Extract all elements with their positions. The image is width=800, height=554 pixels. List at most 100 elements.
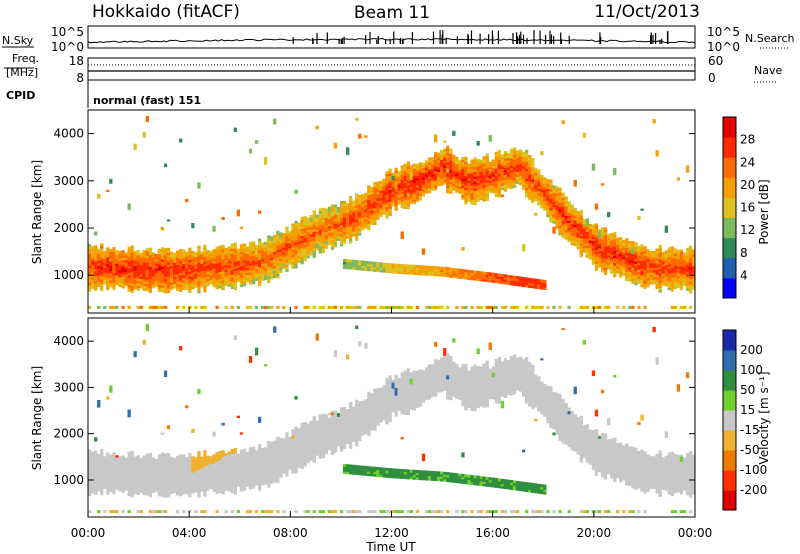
power-cell bbox=[522, 173, 526, 176]
power-cell bbox=[409, 189, 413, 192]
power-cell bbox=[118, 279, 122, 283]
power-cell bbox=[282, 256, 286, 260]
power-cell bbox=[482, 278, 486, 282]
power-cell bbox=[385, 265, 389, 269]
power-cell bbox=[613, 274, 617, 278]
power-cell bbox=[643, 265, 647, 268]
power-cell bbox=[667, 259, 671, 262]
power-cell bbox=[470, 187, 474, 191]
power-cell bbox=[264, 244, 268, 248]
power-cell bbox=[452, 268, 456, 271]
power-cell bbox=[640, 258, 644, 262]
velocity-cell bbox=[230, 465, 234, 468]
power-cell bbox=[355, 219, 359, 223]
power-cell bbox=[173, 283, 177, 287]
power-cell bbox=[676, 177, 681, 181]
power-cell bbox=[330, 305, 335, 309]
power-cell bbox=[491, 185, 495, 189]
power-cell bbox=[397, 266, 401, 270]
power-cell bbox=[139, 273, 143, 277]
power-cell bbox=[619, 258, 623, 262]
power-cell bbox=[288, 240, 292, 244]
power-cell bbox=[491, 171, 495, 175]
power-cell bbox=[315, 228, 319, 232]
power-cell bbox=[157, 277, 162, 281]
power-cell bbox=[97, 305, 101, 309]
power-cell bbox=[364, 192, 368, 196]
velocity-cell bbox=[100, 453, 104, 457]
power-cell bbox=[209, 269, 213, 273]
power-cell bbox=[415, 305, 420, 309]
power-cell bbox=[522, 168, 526, 172]
power-cell bbox=[273, 246, 277, 250]
velocity-cell bbox=[191, 477, 195, 480]
power-cell bbox=[464, 168, 468, 172]
velocity-cell bbox=[94, 464, 98, 468]
power-cell bbox=[561, 228, 565, 231]
power-cell bbox=[479, 278, 483, 282]
power-cell bbox=[473, 174, 477, 177]
power-cell bbox=[531, 176, 535, 180]
velocity-cell bbox=[133, 470, 137, 474]
power-cell bbox=[367, 268, 371, 272]
velocity-cell bbox=[133, 456, 137, 460]
power-cell bbox=[227, 258, 231, 261]
power-cell bbox=[342, 263, 347, 267]
power-cell bbox=[179, 249, 183, 252]
power-cell bbox=[506, 183, 511, 187]
power-cell bbox=[100, 283, 104, 287]
power-cell bbox=[688, 288, 693, 291]
power-cell bbox=[333, 235, 338, 239]
power-cell bbox=[452, 157, 456, 160]
velocity-cell bbox=[203, 482, 207, 486]
power-cell bbox=[209, 251, 213, 254]
power-cell bbox=[270, 264, 274, 268]
power-cell bbox=[470, 272, 474, 276]
power-cell bbox=[546, 207, 550, 211]
power-cell bbox=[385, 187, 389, 191]
power-cell bbox=[321, 219, 325, 223]
velocity-cell bbox=[245, 470, 250, 473]
power-cell bbox=[373, 305, 377, 309]
power-cell bbox=[631, 305, 635, 309]
power-cell bbox=[649, 258, 653, 261]
power-cell bbox=[127, 258, 131, 262]
power-cell bbox=[306, 248, 310, 252]
power-cell bbox=[476, 273, 480, 277]
power-cell bbox=[239, 256, 244, 259]
power-cell bbox=[506, 181, 511, 185]
power-cell bbox=[346, 207, 350, 211]
power-cell bbox=[458, 162, 462, 166]
power-cell bbox=[121, 250, 125, 254]
power-cell bbox=[106, 266, 110, 269]
power-cell bbox=[321, 207, 325, 211]
power-cell bbox=[206, 259, 210, 263]
power-cell bbox=[224, 250, 228, 254]
power-cell bbox=[509, 176, 514, 180]
power-cell bbox=[637, 257, 641, 261]
power-cell bbox=[446, 159, 450, 163]
power-cell bbox=[166, 254, 171, 258]
power-cell bbox=[537, 200, 541, 203]
power-cell bbox=[279, 251, 283, 255]
power-cell bbox=[248, 274, 253, 278]
power-cell bbox=[154, 275, 159, 278]
power-cell bbox=[506, 176, 511, 180]
power-cell bbox=[388, 196, 392, 200]
power-cell bbox=[658, 259, 662, 262]
power-cell bbox=[537, 178, 541, 182]
power-cell bbox=[245, 258, 250, 261]
power-cell bbox=[349, 195, 353, 199]
power-cell bbox=[403, 177, 407, 181]
velocity-cell bbox=[154, 479, 159, 483]
power-cell bbox=[479, 185, 483, 189]
power-cell bbox=[625, 238, 629, 241]
power-cell bbox=[382, 199, 386, 203]
power-cell bbox=[570, 214, 574, 217]
velocity-cell bbox=[191, 488, 195, 492]
power-cell bbox=[358, 260, 362, 264]
power-cell bbox=[97, 274, 101, 278]
power-cell bbox=[103, 251, 107, 254]
power-cell bbox=[543, 282, 547, 286]
power-cell bbox=[291, 240, 295, 243]
